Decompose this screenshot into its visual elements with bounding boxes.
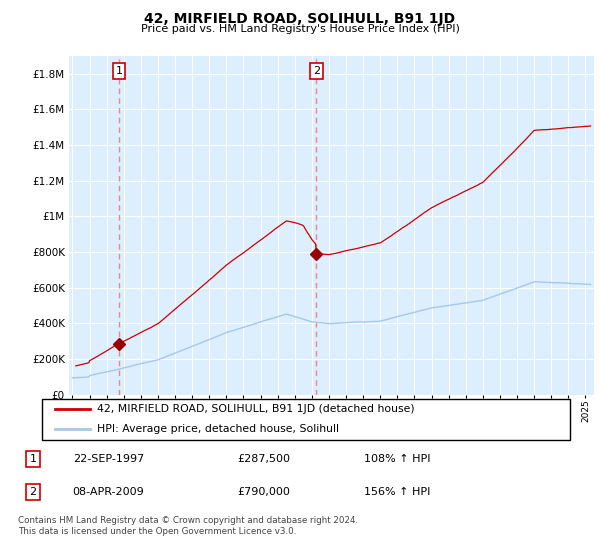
Text: £287,500: £287,500 bbox=[237, 454, 290, 464]
Text: Price paid vs. HM Land Registry's House Price Index (HPI): Price paid vs. HM Land Registry's House … bbox=[140, 24, 460, 34]
Text: 1: 1 bbox=[29, 454, 37, 464]
Text: 2: 2 bbox=[29, 487, 37, 497]
Text: 2: 2 bbox=[313, 66, 320, 76]
FancyBboxPatch shape bbox=[42, 399, 570, 440]
Text: 1: 1 bbox=[115, 66, 122, 76]
Text: Contains HM Land Registry data © Crown copyright and database right 2024.
This d: Contains HM Land Registry data © Crown c… bbox=[18, 516, 358, 536]
Text: HPI: Average price, detached house, Solihull: HPI: Average price, detached house, Soli… bbox=[97, 424, 340, 434]
Text: 08-APR-2009: 08-APR-2009 bbox=[73, 487, 145, 497]
Text: 42, MIRFIELD ROAD, SOLIHULL, B91 1JD: 42, MIRFIELD ROAD, SOLIHULL, B91 1JD bbox=[145, 12, 455, 26]
Text: 42, MIRFIELD ROAD, SOLIHULL, B91 1JD (detached house): 42, MIRFIELD ROAD, SOLIHULL, B91 1JD (de… bbox=[97, 404, 415, 414]
Text: £790,000: £790,000 bbox=[237, 487, 290, 497]
Text: 22-SEP-1997: 22-SEP-1997 bbox=[73, 454, 144, 464]
Text: 108% ↑ HPI: 108% ↑ HPI bbox=[364, 454, 430, 464]
Text: 156% ↑ HPI: 156% ↑ HPI bbox=[364, 487, 430, 497]
